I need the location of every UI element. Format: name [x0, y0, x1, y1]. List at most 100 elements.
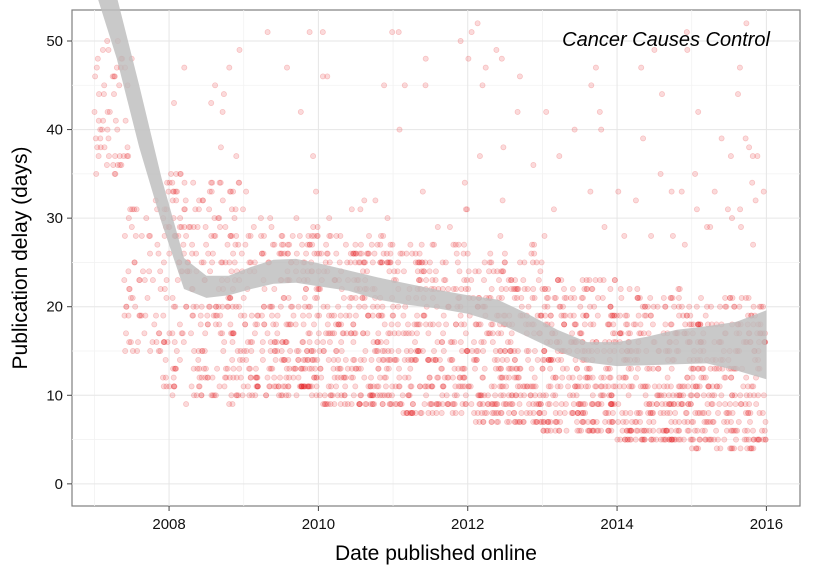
- data-point: [750, 303, 757, 310]
- data-point: [187, 224, 194, 230]
- data-point: [699, 410, 706, 416]
- data-point: [580, 312, 587, 319]
- data-point: [657, 170, 664, 177]
- data-point: [536, 410, 543, 416]
- data-point: [645, 410, 652, 416]
- data-point: [493, 46, 500, 53]
- data-point: [587, 321, 594, 328]
- data-point: [369, 392, 375, 399]
- data-point: [228, 206, 235, 213]
- data-point: [357, 206, 364, 213]
- data-point: [688, 392, 695, 399]
- data-point: [563, 427, 570, 434]
- data-point: [284, 64, 290, 71]
- data-point: [717, 445, 724, 452]
- data-point: [461, 365, 468, 372]
- data-point: [365, 250, 372, 257]
- data-point: [173, 365, 179, 372]
- data-point: [299, 383, 306, 390]
- data-point: [634, 427, 641, 434]
- data-point: [396, 365, 402, 372]
- data-point: [598, 401, 605, 408]
- data-point: [507, 348, 514, 354]
- data-point: [750, 241, 757, 248]
- data-point: [524, 383, 531, 390]
- data-point: [701, 418, 708, 425]
- data-point: [581, 321, 588, 328]
- y-axis-title: Publication delay (days): [9, 147, 32, 370]
- data-point: [498, 330, 505, 337]
- data-point: [432, 268, 439, 275]
- data-point: [422, 55, 429, 62]
- data-point: [444, 401, 451, 408]
- data-point: [436, 356, 443, 363]
- data-point: [559, 374, 566, 381]
- data-point: [105, 153, 112, 160]
- data-point: [408, 383, 415, 390]
- data-point: [552, 401, 559, 408]
- data-point: [259, 250, 265, 257]
- data-point: [317, 365, 324, 372]
- data-point: [713, 383, 720, 390]
- data-point: [660, 436, 667, 443]
- data-point: [344, 401, 351, 408]
- data-point: [607, 303, 614, 310]
- data-point: [572, 383, 579, 390]
- data-point: [208, 232, 215, 239]
- data-point: [668, 436, 675, 443]
- data-point: [709, 418, 716, 425]
- data-point: [668, 365, 675, 372]
- data-point: [174, 188, 180, 195]
- data-point: [266, 365, 273, 372]
- data-point: [650, 303, 657, 310]
- data-point: [582, 383, 589, 390]
- data-point: [566, 392, 573, 399]
- data-point: [692, 410, 699, 416]
- data-point: [423, 277, 430, 284]
- data-point: [693, 392, 700, 399]
- data-point: [336, 259, 343, 266]
- data-point: [726, 294, 733, 301]
- data-point: [648, 232, 655, 239]
- data-point: [319, 73, 326, 80]
- data-point: [520, 277, 527, 284]
- data-point: [641, 383, 648, 390]
- data-point: [366, 232, 372, 239]
- data-point: [365, 312, 372, 319]
- data-point: [344, 365, 351, 372]
- data-point: [708, 401, 715, 408]
- data-point: [675, 436, 682, 443]
- data-point: [592, 383, 599, 390]
- data-point: [177, 170, 184, 177]
- data-point: [610, 383, 617, 390]
- data-point: [392, 356, 399, 363]
- data-point: [599, 392, 606, 399]
- data-point: [561, 321, 568, 328]
- data-point: [578, 410, 585, 416]
- data-point: [445, 374, 452, 381]
- data-point: [542, 312, 549, 319]
- data-point: [675, 303, 682, 310]
- data-point: [253, 374, 260, 381]
- data-point: [118, 162, 125, 168]
- data-point: [169, 197, 176, 204]
- data-point: [451, 339, 458, 346]
- data-point: [606, 365, 613, 372]
- data-point: [704, 401, 711, 408]
- data-point: [536, 392, 543, 399]
- data-point: [727, 445, 734, 452]
- x-tick-label: 2010: [302, 516, 335, 533]
- data-point: [452, 241, 459, 248]
- data-point: [375, 365, 382, 372]
- y-tick-label: 40: [46, 122, 63, 139]
- data-point: [379, 312, 386, 319]
- data-point: [207, 268, 214, 275]
- data-point: [461, 277, 468, 284]
- data-point: [297, 108, 304, 115]
- data-point: [254, 383, 261, 390]
- data-point: [695, 321, 702, 328]
- data-point: [543, 294, 550, 301]
- data-point: [481, 259, 488, 266]
- data-point: [300, 321, 307, 328]
- data-point: [249, 392, 256, 399]
